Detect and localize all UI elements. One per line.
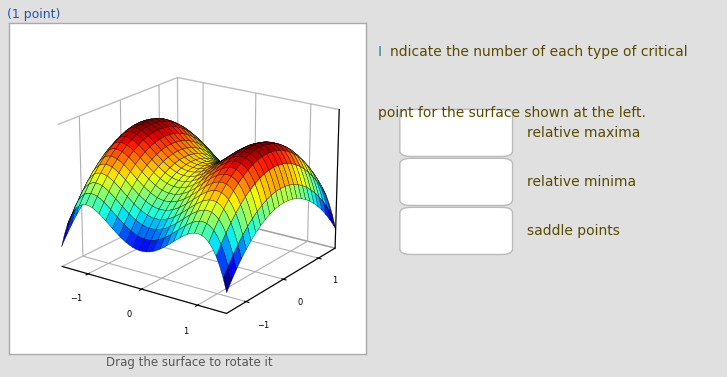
Text: relative maxima: relative maxima xyxy=(527,126,640,140)
Text: Drag the surface to rotate it: Drag the surface to rotate it xyxy=(105,357,273,369)
FancyBboxPatch shape xyxy=(400,109,513,156)
FancyBboxPatch shape xyxy=(400,158,513,205)
Text: saddle points: saddle points xyxy=(527,224,620,238)
Text: I: I xyxy=(378,45,382,59)
Text: point for the surface shown at the left.: point for the surface shown at the left. xyxy=(378,106,646,120)
Text: relative minima: relative minima xyxy=(527,175,636,189)
FancyBboxPatch shape xyxy=(400,207,513,254)
Text: (1 point): (1 point) xyxy=(7,8,60,20)
Text: ndicate the number of each type of critical: ndicate the number of each type of criti… xyxy=(390,45,687,59)
